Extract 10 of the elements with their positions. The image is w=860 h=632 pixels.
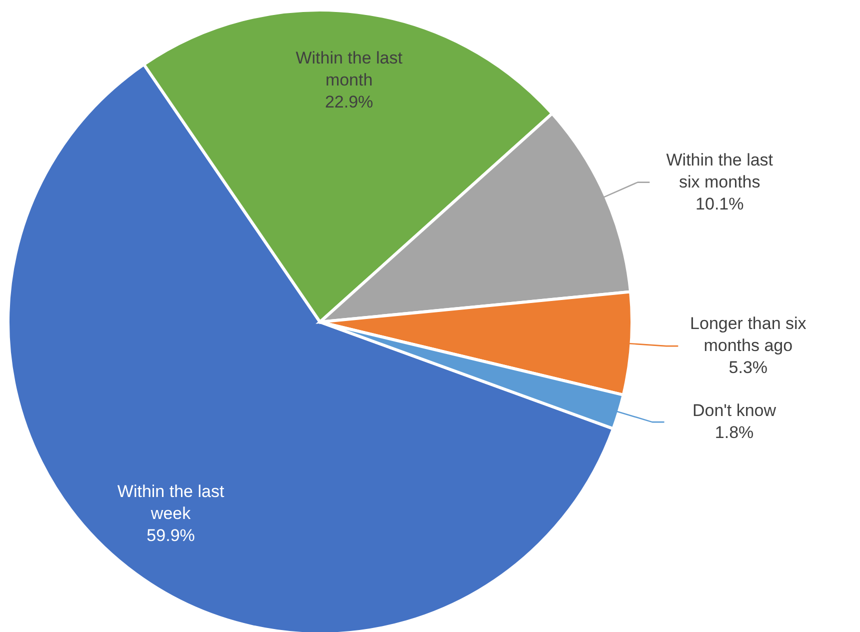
slice-label: Within the last week — [117, 482, 224, 524]
data-label: 1.8% — [714, 423, 754, 442]
data-label: 59.9% — [146, 526, 195, 546]
slice-label: Within the last six months — [666, 150, 774, 192]
data-label: 10.1% — [696, 194, 744, 214]
data-label: 5.3% — [728, 358, 768, 378]
slice-label: Within the last month — [296, 48, 403, 90]
data-label: 22.9% — [324, 92, 374, 112]
legend-label: Don't know — [692, 401, 777, 420]
slice-label: Longer than six months ago — [690, 314, 807, 356]
